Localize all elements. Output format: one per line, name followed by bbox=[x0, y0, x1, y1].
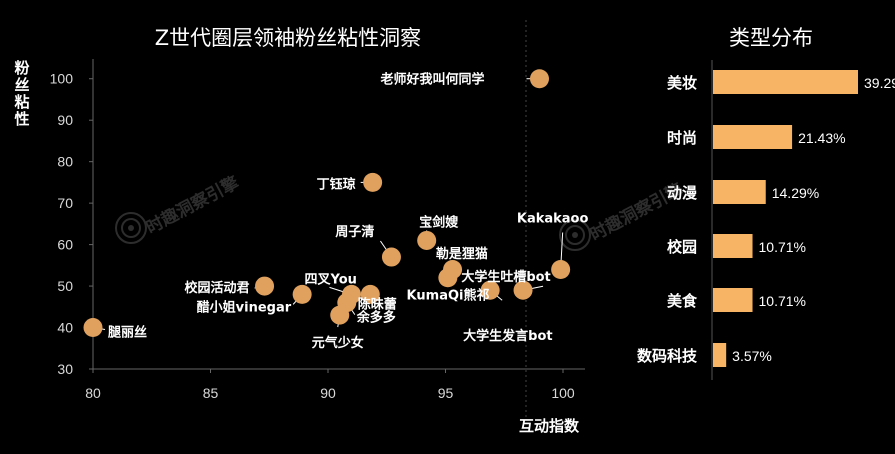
bar-value-label: 3.57% bbox=[732, 348, 772, 364]
watermark-left: 时趣洞察引擎 bbox=[115, 172, 243, 244]
watermark-text-left: 时趣洞察引擎 bbox=[142, 172, 243, 239]
point-label: 陈昧蕾 bbox=[358, 296, 397, 312]
scatter-point bbox=[417, 230, 437, 250]
bar bbox=[713, 234, 753, 258]
scatter-point bbox=[443, 259, 463, 279]
scatter-point bbox=[292, 284, 312, 304]
bar-category-label: 美食 bbox=[667, 292, 698, 310]
scatter-point bbox=[381, 247, 401, 267]
scatter-point bbox=[255, 276, 275, 296]
scatter-point bbox=[330, 305, 350, 325]
scatter-point bbox=[360, 284, 380, 304]
bar-category-label: 数码科技 bbox=[637, 347, 698, 365]
scatter-points bbox=[83, 69, 571, 338]
y-tick-label: 50 bbox=[57, 278, 73, 294]
point-label: Kakakaoo bbox=[517, 211, 589, 226]
bar bbox=[713, 70, 858, 94]
y-ticks: 30 40 50 60 70 80 90 100 bbox=[50, 71, 93, 377]
bar bbox=[713, 343, 727, 367]
y-tick-label: 60 bbox=[57, 237, 73, 253]
y-tick-label: 40 bbox=[57, 320, 73, 336]
bar-value-label: 21.43% bbox=[798, 130, 845, 146]
x-axis-label: 互动指数 bbox=[519, 417, 580, 435]
scatter-point bbox=[513, 280, 533, 300]
x-tick-label: 100 bbox=[551, 385, 575, 401]
x-tick-label: 90 bbox=[320, 385, 336, 401]
y-axis-label-char: 粘 bbox=[14, 93, 29, 111]
scatter-point bbox=[480, 280, 500, 300]
bars: 美妆 39.29% 时尚 21.43% 动漫 14.29% 校园 10.71% 美食 10.71%… bbox=[637, 70, 895, 367]
bar-category-label: 时尚 bbox=[667, 129, 697, 147]
point-label: KumaQi熊祁 bbox=[407, 287, 490, 303]
point-label: 大学生发言bot bbox=[463, 328, 552, 344]
point-label: 醋小姐vinegar bbox=[197, 299, 292, 315]
y-axis-label-char: 丝 bbox=[14, 76, 29, 94]
bar-value-label: 39.29% bbox=[864, 75, 895, 91]
scatter-point bbox=[83, 318, 103, 338]
x-tick-label: 95 bbox=[438, 385, 454, 401]
point-label: 丁钰琼 bbox=[317, 176, 356, 192]
x-tick-label: 85 bbox=[203, 385, 219, 401]
bar bbox=[713, 288, 753, 312]
y-tick-label: 90 bbox=[57, 112, 73, 128]
bar-value-label: 14.29% bbox=[772, 185, 819, 201]
point-label: 腿丽丝 bbox=[108, 325, 147, 341]
x-ticks: 80 85 90 95 100 bbox=[85, 369, 575, 401]
bar bbox=[713, 180, 766, 204]
point-label: 勒是狸猫 bbox=[436, 246, 488, 262]
bar-title: 类型分布 bbox=[729, 26, 813, 50]
point-label: 大学生吐槽bot bbox=[461, 269, 550, 285]
scatter-point bbox=[530, 69, 549, 89]
bar-category-label: 校园 bbox=[667, 238, 697, 256]
scatter-point bbox=[363, 172, 383, 192]
point-label: 四叉You bbox=[305, 272, 357, 287]
y-axis-label-char: 性 bbox=[14, 110, 29, 128]
y-tick-label: 80 bbox=[57, 154, 73, 170]
y-tick-label: 30 bbox=[57, 361, 73, 377]
point-label: 周子清 bbox=[335, 224, 374, 240]
point-label: 宝剑嫂 bbox=[419, 214, 459, 230]
point-label: 元气少女 bbox=[312, 335, 364, 351]
point-label: 余多多 bbox=[356, 310, 396, 326]
y-tick-label: 70 bbox=[57, 195, 73, 211]
bar-category-label: 美妆 bbox=[667, 74, 697, 92]
bar bbox=[713, 125, 793, 149]
bar-value-label: 10.71% bbox=[759, 239, 806, 255]
y-axis-label: 粉 丝 粘 性 bbox=[14, 59, 29, 128]
point-label: 校园活动君 bbox=[185, 280, 250, 296]
y-tick-label: 100 bbox=[50, 71, 74, 87]
bar-category-label: 动漫 bbox=[667, 184, 698, 202]
x-tick-label: 80 bbox=[85, 385, 101, 401]
point-label: 老师好我叫何同学 bbox=[379, 72, 484, 88]
scatter-title: Z世代圈层领袖粉丝粘性洞察 bbox=[155, 26, 421, 50]
bar-value-label: 10.71% bbox=[759, 293, 806, 309]
scatter-point bbox=[551, 259, 571, 279]
y-axis-label-char: 粉 bbox=[14, 59, 29, 77]
